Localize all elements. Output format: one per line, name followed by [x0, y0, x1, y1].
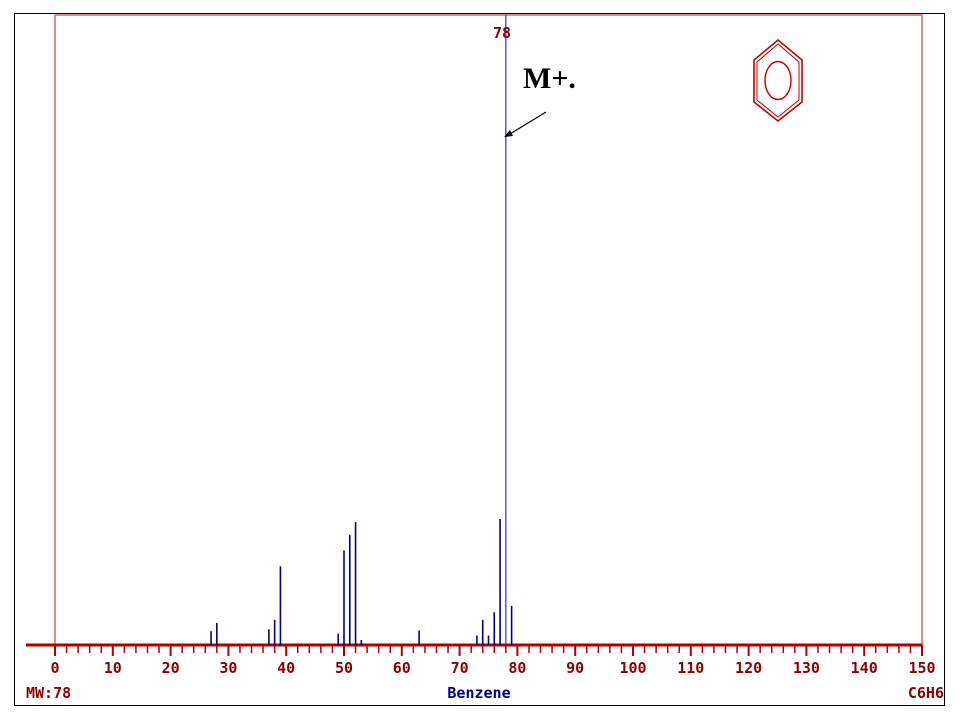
formula-label: C6H6	[908, 684, 944, 702]
base-peak-label: 78	[493, 24, 511, 42]
molecular-ion-annotation: M+.	[523, 62, 576, 95]
x-tick-label: 50	[335, 659, 353, 677]
x-tick-label: 130	[793, 659, 820, 677]
x-tick-label: 140	[851, 659, 878, 677]
x-tick-label: 40	[277, 659, 295, 677]
arrow-icon	[504, 111, 547, 137]
x-tick-label: 100	[619, 659, 646, 677]
slide-frame	[14, 13, 945, 706]
x-tick-label: 0	[50, 659, 59, 677]
benzene-ring-icon	[753, 38, 803, 123]
x-tick-label: 60	[393, 659, 411, 677]
x-tick-label: 80	[508, 659, 526, 677]
x-tick-label: 70	[451, 659, 469, 677]
x-tick-label: 110	[677, 659, 704, 677]
x-tick-label: 90	[566, 659, 584, 677]
x-axis-tick-labels: 0 10 20 30 40 50 60 70 80 90 100 110 120 130 140 150	[50, 659, 935, 677]
x-tick-label: 150	[908, 659, 935, 677]
x-tick-label: 20	[162, 659, 180, 677]
x-axis-ticks	[54, 645, 923, 656]
peak-bars	[210, 15, 513, 645]
molecular-weight-label: MW:78	[26, 684, 71, 702]
x-tick-label: 10	[104, 659, 122, 677]
x-tick-label: 30	[219, 659, 237, 677]
compound-name-label: Benzene	[447, 684, 510, 702]
x-tick-label: 120	[735, 659, 762, 677]
